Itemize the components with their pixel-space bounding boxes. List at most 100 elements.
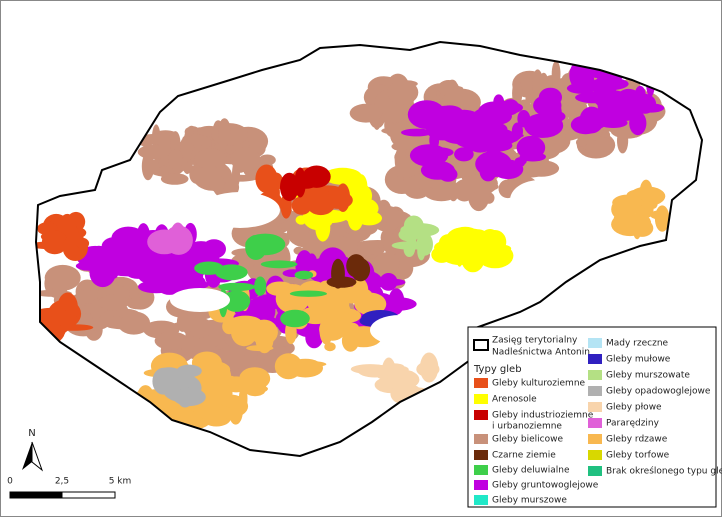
legend-label: Gleby gruntowoglejowe xyxy=(492,481,599,491)
legend-label: Gleby industrioziemne xyxy=(492,411,594,421)
soil-patch xyxy=(209,175,225,192)
legend: Zasięg terytorialny Nadleśnictwa Antonin… xyxy=(467,326,722,508)
soil-patch xyxy=(349,103,383,123)
soil-patch xyxy=(576,138,587,147)
soil-patch xyxy=(306,253,318,272)
soil-patch xyxy=(164,225,193,255)
soil-patch xyxy=(477,107,512,126)
soil-patch xyxy=(454,147,474,162)
soil-patch xyxy=(612,194,643,211)
soil-patch xyxy=(585,72,595,94)
scale-bar: 0 2,5 5 km xyxy=(7,477,131,499)
soil-patch xyxy=(75,237,90,249)
legend-swatch xyxy=(474,378,488,388)
soil-patch xyxy=(44,264,81,291)
legend-swatch xyxy=(474,450,488,460)
soil-patch xyxy=(570,115,601,135)
north-label: N xyxy=(28,428,35,439)
soil-patch xyxy=(228,398,243,425)
soil-patch xyxy=(654,205,670,232)
legend-swatch xyxy=(588,450,602,460)
soil-patch xyxy=(93,251,117,281)
boundary-swatch xyxy=(473,339,489,351)
soil-patch xyxy=(136,223,151,250)
soil-patch xyxy=(373,252,400,274)
soil-patch xyxy=(581,136,614,153)
soil-patch xyxy=(593,84,606,106)
soil-patch xyxy=(416,361,440,377)
soil-patch xyxy=(453,179,476,202)
soil-map xyxy=(36,60,670,432)
soil-patch xyxy=(98,294,129,311)
soil-patch xyxy=(108,265,149,277)
soil-patch xyxy=(173,279,209,290)
soil-patch xyxy=(639,179,653,203)
soil-patch xyxy=(595,119,623,128)
soil-patch xyxy=(387,80,419,105)
soil-patch xyxy=(260,260,298,269)
soil-patch xyxy=(319,317,346,341)
soil-patch xyxy=(155,270,184,295)
soil-patch xyxy=(518,115,528,123)
legend-swatch xyxy=(588,338,602,348)
soil-patch xyxy=(331,258,345,289)
soil-patch xyxy=(630,219,654,237)
soil-patch xyxy=(218,282,256,292)
soil-patch xyxy=(126,297,150,310)
legend-label: Gleby płowe xyxy=(606,403,662,413)
soil-patch xyxy=(394,147,407,174)
soil-patch xyxy=(484,138,499,152)
scale-label: 2,5 xyxy=(55,477,69,487)
arrow-half xyxy=(22,442,32,470)
soil-patch xyxy=(245,235,267,260)
soil-patch xyxy=(41,230,68,255)
soil-patch xyxy=(493,94,505,110)
soil-patch xyxy=(289,290,327,297)
soil-patch xyxy=(611,112,628,120)
soil-patch xyxy=(417,148,438,163)
soil-patch xyxy=(230,147,261,172)
legend-label: Gleby rdzawe xyxy=(606,435,668,445)
scale-segment xyxy=(9,491,63,499)
legend-label: i urbanoziemne xyxy=(492,422,562,432)
soil-patch xyxy=(222,290,251,312)
soil-patch xyxy=(386,375,403,389)
legend-label: Mady rzeczne xyxy=(606,339,669,349)
soil-patch xyxy=(377,369,386,376)
soil-patch xyxy=(90,299,102,321)
legend-swatch xyxy=(588,370,602,380)
soil-patch xyxy=(334,286,373,304)
soil-patch xyxy=(80,282,94,292)
soil-patch xyxy=(183,317,214,339)
soil-patch xyxy=(293,172,320,189)
soil-patch xyxy=(186,331,195,359)
soil-patch xyxy=(173,387,206,407)
soil-patch xyxy=(137,144,170,160)
legend-label: Brak określonego typu gleby xyxy=(606,466,722,477)
soil-patch xyxy=(444,129,470,144)
soil-patch xyxy=(117,311,151,335)
soil-patch xyxy=(637,103,665,113)
legend-label: Gleby mułowe xyxy=(606,355,671,365)
soil-patch xyxy=(533,94,562,117)
legend-label: Czarne ziemie xyxy=(492,451,556,461)
legend-label: Gleby opadowoglejowe xyxy=(606,387,711,397)
soil-patch xyxy=(280,309,310,328)
soil-patch xyxy=(160,173,189,185)
soil-patch xyxy=(475,150,512,178)
legend-label: Pararędziny xyxy=(606,419,660,429)
legend-label: Gleby bielicowe xyxy=(492,435,563,445)
soil-patch xyxy=(436,105,464,122)
legend-label: Arenosole xyxy=(492,395,537,405)
soil-patch xyxy=(634,207,647,216)
legend-swatch xyxy=(474,394,488,404)
soil-patch xyxy=(341,329,360,352)
soil-patch xyxy=(196,404,234,421)
soil-patch xyxy=(236,384,268,394)
scale-label: 5 km xyxy=(109,477,132,487)
soil-patch xyxy=(401,128,433,137)
soil-patch xyxy=(306,192,336,216)
legend-swatch xyxy=(474,480,488,490)
soil-patch xyxy=(184,127,194,137)
